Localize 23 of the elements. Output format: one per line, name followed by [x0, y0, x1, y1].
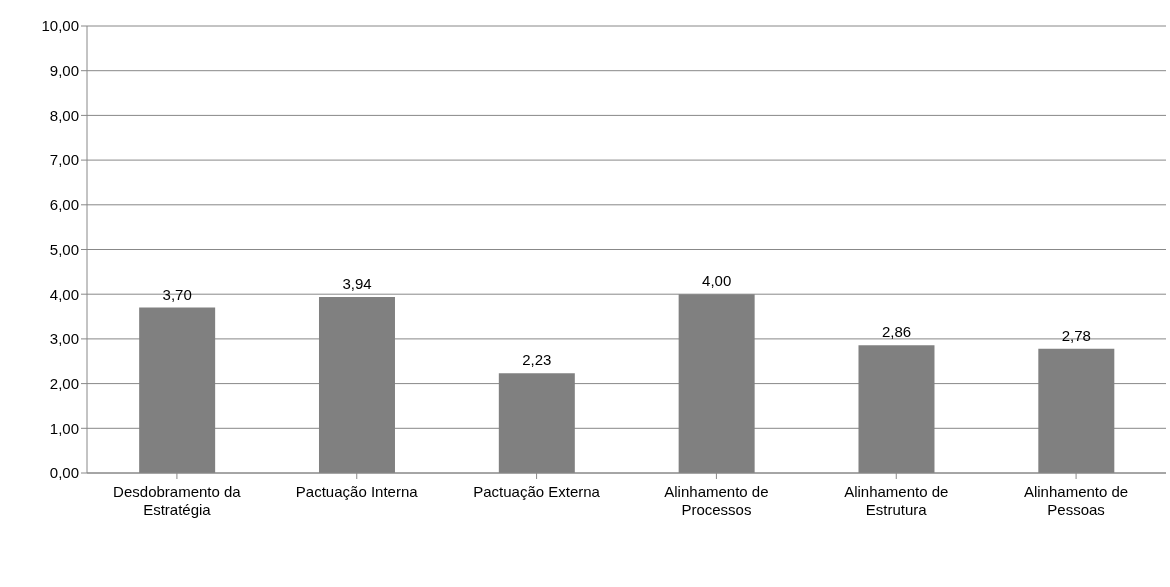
x-tick-label: Pactuação Interna — [295, 483, 419, 500]
y-tick-label: 2,00 — [49, 374, 79, 392]
y-tick-label: 4,00 — [49, 285, 79, 303]
x-tick-label: Alinhamento de Estrutura — [844, 483, 949, 518]
x-tick-label: Pactuação Externa — [473, 483, 601, 500]
y-tick-label: 9,00 — [49, 62, 79, 80]
x-tick-label: Alinhamento de Processos — [664, 483, 769, 518]
y-tick-label: 5,00 — [49, 240, 79, 258]
data-label: 2,86 — [881, 323, 912, 341]
y-tick-label: 0,00 — [49, 464, 79, 482]
y-tick-label: 10,00 — [41, 17, 79, 35]
y-tick-label: 3,00 — [49, 330, 79, 348]
data-label: 3,70 — [162, 285, 192, 303]
y-tick-label: 7,00 — [49, 151, 79, 169]
data-label: 4,00 — [702, 272, 732, 290]
x-tick-label: Alinhamento de Pessoas — [1023, 483, 1129, 518]
y-tick-label: 6,00 — [49, 196, 79, 214]
data-label: 3,94 — [342, 274, 372, 292]
x-tick-label: Desdobramento da Estratégia — [113, 483, 242, 518]
data-label: 2,78 — [1061, 326, 1091, 344]
y-tick-label: 1,00 — [49, 419, 79, 437]
y-tick-label: 8,00 — [49, 106, 79, 124]
data-label: 2,23 — [522, 351, 552, 369]
